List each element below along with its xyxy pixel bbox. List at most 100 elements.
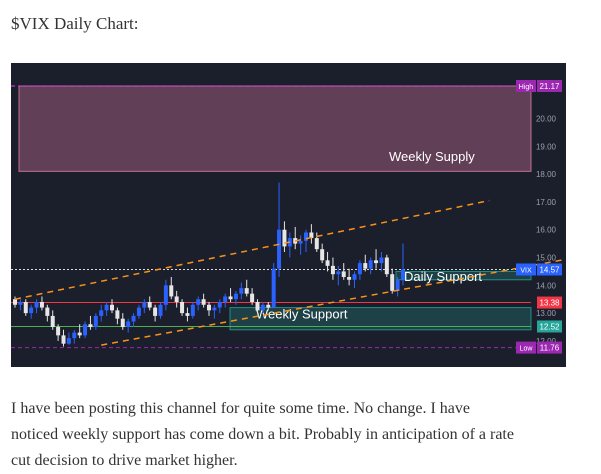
candle-body [104, 304, 109, 311]
paragraph-line-2: noticed weekly support has come down a b… [11, 426, 514, 443]
candle-body [174, 296, 179, 303]
candle-body [83, 324, 88, 336]
y-tick-label: 19.00 [536, 142, 557, 151]
candle-body [277, 229, 282, 269]
svg-text:High: High [519, 84, 534, 91]
candle-body [23, 302, 28, 314]
candle-body [401, 269, 405, 280]
candle-body [185, 313, 190, 316]
candle-body [260, 304, 265, 311]
candle-body [309, 232, 314, 239]
candle-body [233, 293, 238, 300]
candle-body [282, 229, 287, 247]
svg-text:13.38: 13.38 [539, 299, 560, 308]
candle-body [271, 268, 276, 308]
candle-body [110, 304, 114, 311]
y-tick-label: 17.00 [536, 198, 557, 207]
candle-body [352, 274, 357, 280]
candle-body [212, 307, 217, 311]
candle-body [190, 304, 195, 316]
candle-body [99, 310, 104, 316]
candle-body [341, 271, 346, 277]
candle-body [72, 332, 77, 339]
zone-daily-support [395, 270, 532, 281]
svg-text:Low: Low [520, 346, 534, 353]
candle-body [126, 321, 131, 328]
candle-body [61, 335, 66, 344]
candle-body [18, 302, 23, 305]
candle-body [298, 240, 303, 244]
candle-body [93, 315, 98, 328]
y-tick-label: 16.00 [536, 226, 557, 235]
candle-body [320, 249, 325, 261]
y-tick-label: 13.00 [536, 309, 557, 318]
candle-body [88, 324, 93, 328]
y-tick-label: 20.00 [536, 115, 557, 124]
candle-body [158, 304, 163, 316]
candle-body [223, 296, 228, 303]
y-tick-label: 14.00 [536, 281, 557, 290]
price-label-low: 11.76 Low [516, 341, 562, 354]
candle-body [368, 260, 373, 269]
candle-body [142, 302, 147, 308]
candle-body [304, 232, 308, 241]
y-tick-label: 12.00 [536, 337, 557, 346]
candle-body [255, 302, 260, 311]
candle-body [314, 238, 319, 250]
candle-body [56, 327, 61, 336]
price-label-12.52: 12.52 [537, 320, 562, 333]
zone-label-weekly-supply: Weekly Supply [389, 149, 475, 164]
candle-body [147, 302, 152, 308]
candle-body [66, 338, 71, 344]
candle-body [29, 307, 34, 314]
candle-body [34, 302, 39, 308]
svg-text:21.17: 21.17 [539, 82, 560, 91]
paragraph-line-1: I have been posting this channel for qui… [11, 400, 470, 417]
price-label-vix: 14.57 VIX [516, 263, 562, 276]
candle-body [379, 257, 384, 264]
zone-weekly-supply [18, 85, 532, 172]
candle-body [374, 260, 379, 264]
candle-body [13, 299, 17, 305]
candle-body [330, 265, 335, 275]
candle-body [45, 307, 50, 316]
candle-body [39, 302, 44, 308]
paragraph-line-3: cut decision to drive market higher. [11, 452, 238, 469]
zone-weekly-support [229, 307, 532, 331]
candle-body [384, 257, 389, 275]
svg-text:14.57: 14.57 [539, 265, 560, 274]
trendline-1 [14, 199, 490, 300]
y-tick-label: 15.00 [536, 254, 557, 263]
candle-body [169, 285, 174, 297]
candle-body [244, 288, 249, 294]
candle-body [390, 274, 395, 291]
candle-body [136, 307, 141, 316]
candle-body [347, 276, 352, 280]
candle-body [115, 310, 120, 319]
chart-canvas: Weekly Supply Daily Support Weekly Support… [11, 80, 566, 354]
candle-body [77, 332, 82, 336]
candle-body [153, 307, 158, 316]
price-label-high: 21.17 High [516, 80, 562, 92]
candle-body [50, 315, 55, 328]
candle-body [250, 293, 255, 303]
y-tick-label: 18.00 [536, 170, 557, 179]
candle-body [131, 315, 136, 322]
svg-text:11.76: 11.76 [540, 344, 560, 353]
candle-body [196, 299, 201, 305]
svg-text:VIX: VIX [520, 267, 532, 274]
candle-body [163, 285, 168, 305]
post-body: I have been posting this channel for qui… [11, 396, 596, 474]
candle-body [357, 263, 362, 275]
candle-body [180, 302, 185, 314]
candle-body [217, 302, 222, 308]
candle-body [336, 271, 341, 275]
zone-label-weekly-support: Weekly Support [256, 307, 348, 322]
post-title: $VIX Daily Chart: [11, 14, 139, 33]
zone-label-daily-support: Daily Support [404, 269, 482, 284]
candle-body [325, 260, 330, 266]
candle-body [395, 279, 400, 291]
candle-body [266, 304, 271, 308]
candle-body [201, 299, 206, 305]
trendline-2 [101, 258, 566, 346]
